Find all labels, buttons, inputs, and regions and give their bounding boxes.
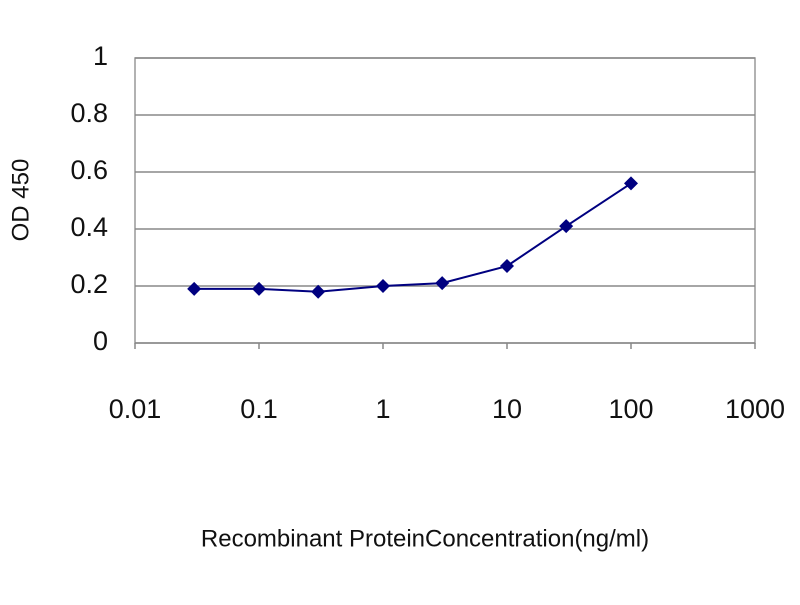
y-tick-label: 0.8 [70, 98, 108, 128]
y-tick-label: 0.6 [70, 155, 108, 185]
plot-area [134, 57, 756, 344]
y-tick-label: 1 [93, 41, 108, 71]
y-axis-title: OD 450 [7, 159, 34, 242]
y-tick-label: 0 [93, 326, 108, 356]
data-marker [624, 176, 638, 191]
data-marker [500, 259, 514, 274]
x-axis-title: Recombinant ProteinConcentration(ng/ml) [201, 525, 649, 552]
data-marker [559, 219, 574, 234]
data-marker [187, 281, 202, 296]
y-tick-label: 0.4 [70, 212, 108, 242]
x-tick-label: 1 [375, 394, 390, 424]
data-marker [376, 279, 390, 293]
y-tick-label: 0.2 [70, 269, 108, 299]
x-tick-label: 100 [608, 394, 653, 424]
x-tick-label: 10 [492, 394, 522, 424]
data-line [194, 182, 632, 293]
data-marker [252, 281, 266, 296]
x-tick-label: 0.01 [109, 394, 162, 424]
x-tick-label: 0.1 [240, 394, 278, 424]
data-marker [311, 284, 326, 299]
data-marker [435, 276, 450, 291]
x-tick-label: 1000 [725, 394, 785, 424]
